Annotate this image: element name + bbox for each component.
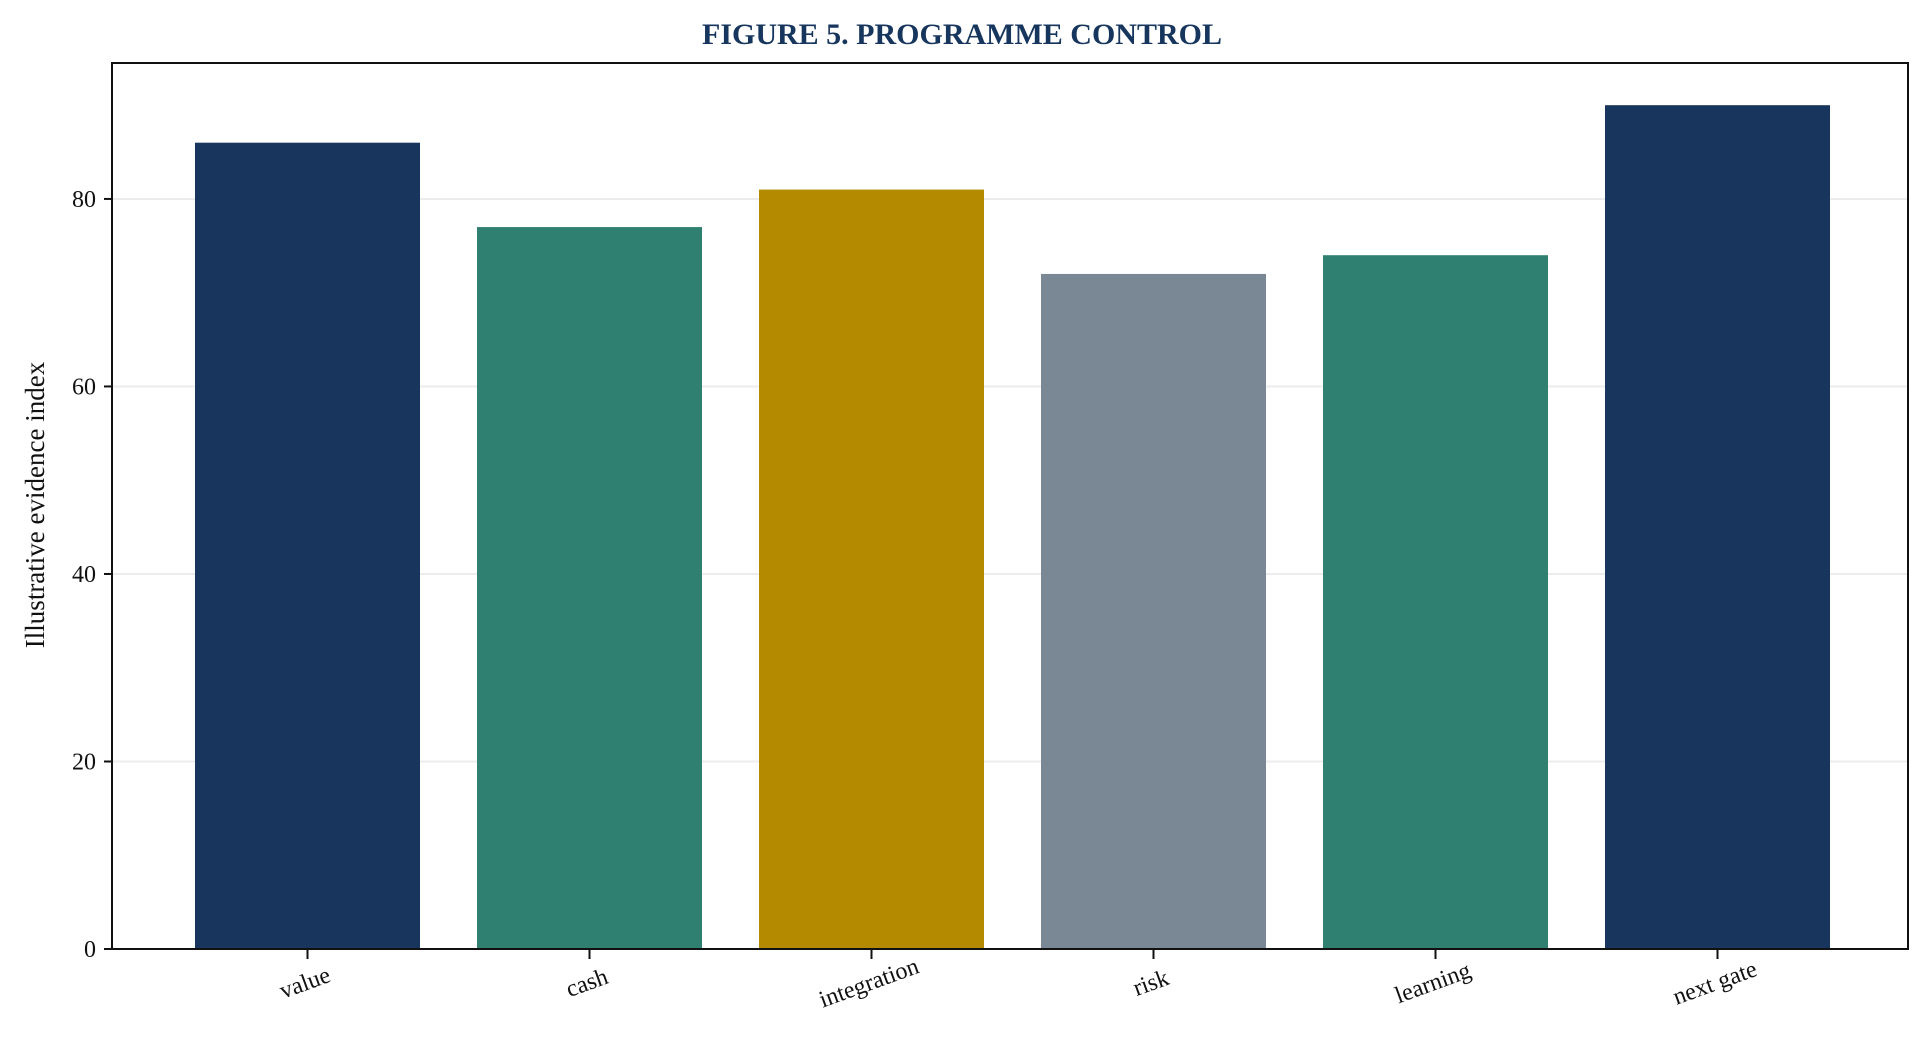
bar-integration	[759, 189, 984, 950]
x-tick-label-value: value	[276, 962, 334, 1004]
axis-layer	[111, 62, 1909, 950]
bar-risk	[1041, 273, 1266, 949]
x-tick-label-cash: cash	[563, 964, 612, 1003]
y-tick-label-20: 20	[72, 749, 96, 775]
x-tick-label-risk: risk	[1130, 965, 1173, 1002]
y-tick-label-0: 0	[84, 937, 96, 963]
y-tick-label-60: 60	[72, 374, 96, 400]
y-tick-label-80: 80	[72, 187, 96, 213]
x-tick-label-integration: integration	[816, 953, 923, 1013]
bar-learning	[1323, 255, 1548, 950]
y-tick-label-40: 40	[72, 562, 96, 588]
chart-title: FIGURE 5. PROGRAMME CONTROL	[702, 18, 1222, 51]
x-tick-label-learning: learning	[1392, 958, 1475, 1009]
bar-next-gate	[1605, 105, 1830, 949]
x-tick-label-next-gate: next gate	[1670, 956, 1761, 1010]
bar-value	[195, 142, 420, 949]
bars-layer	[195, 105, 1830, 950]
bar-cash	[477, 227, 702, 949]
plot-frame	[111, 62, 1909, 950]
y-axis-label: Illustrative evidence index	[20, 361, 50, 648]
